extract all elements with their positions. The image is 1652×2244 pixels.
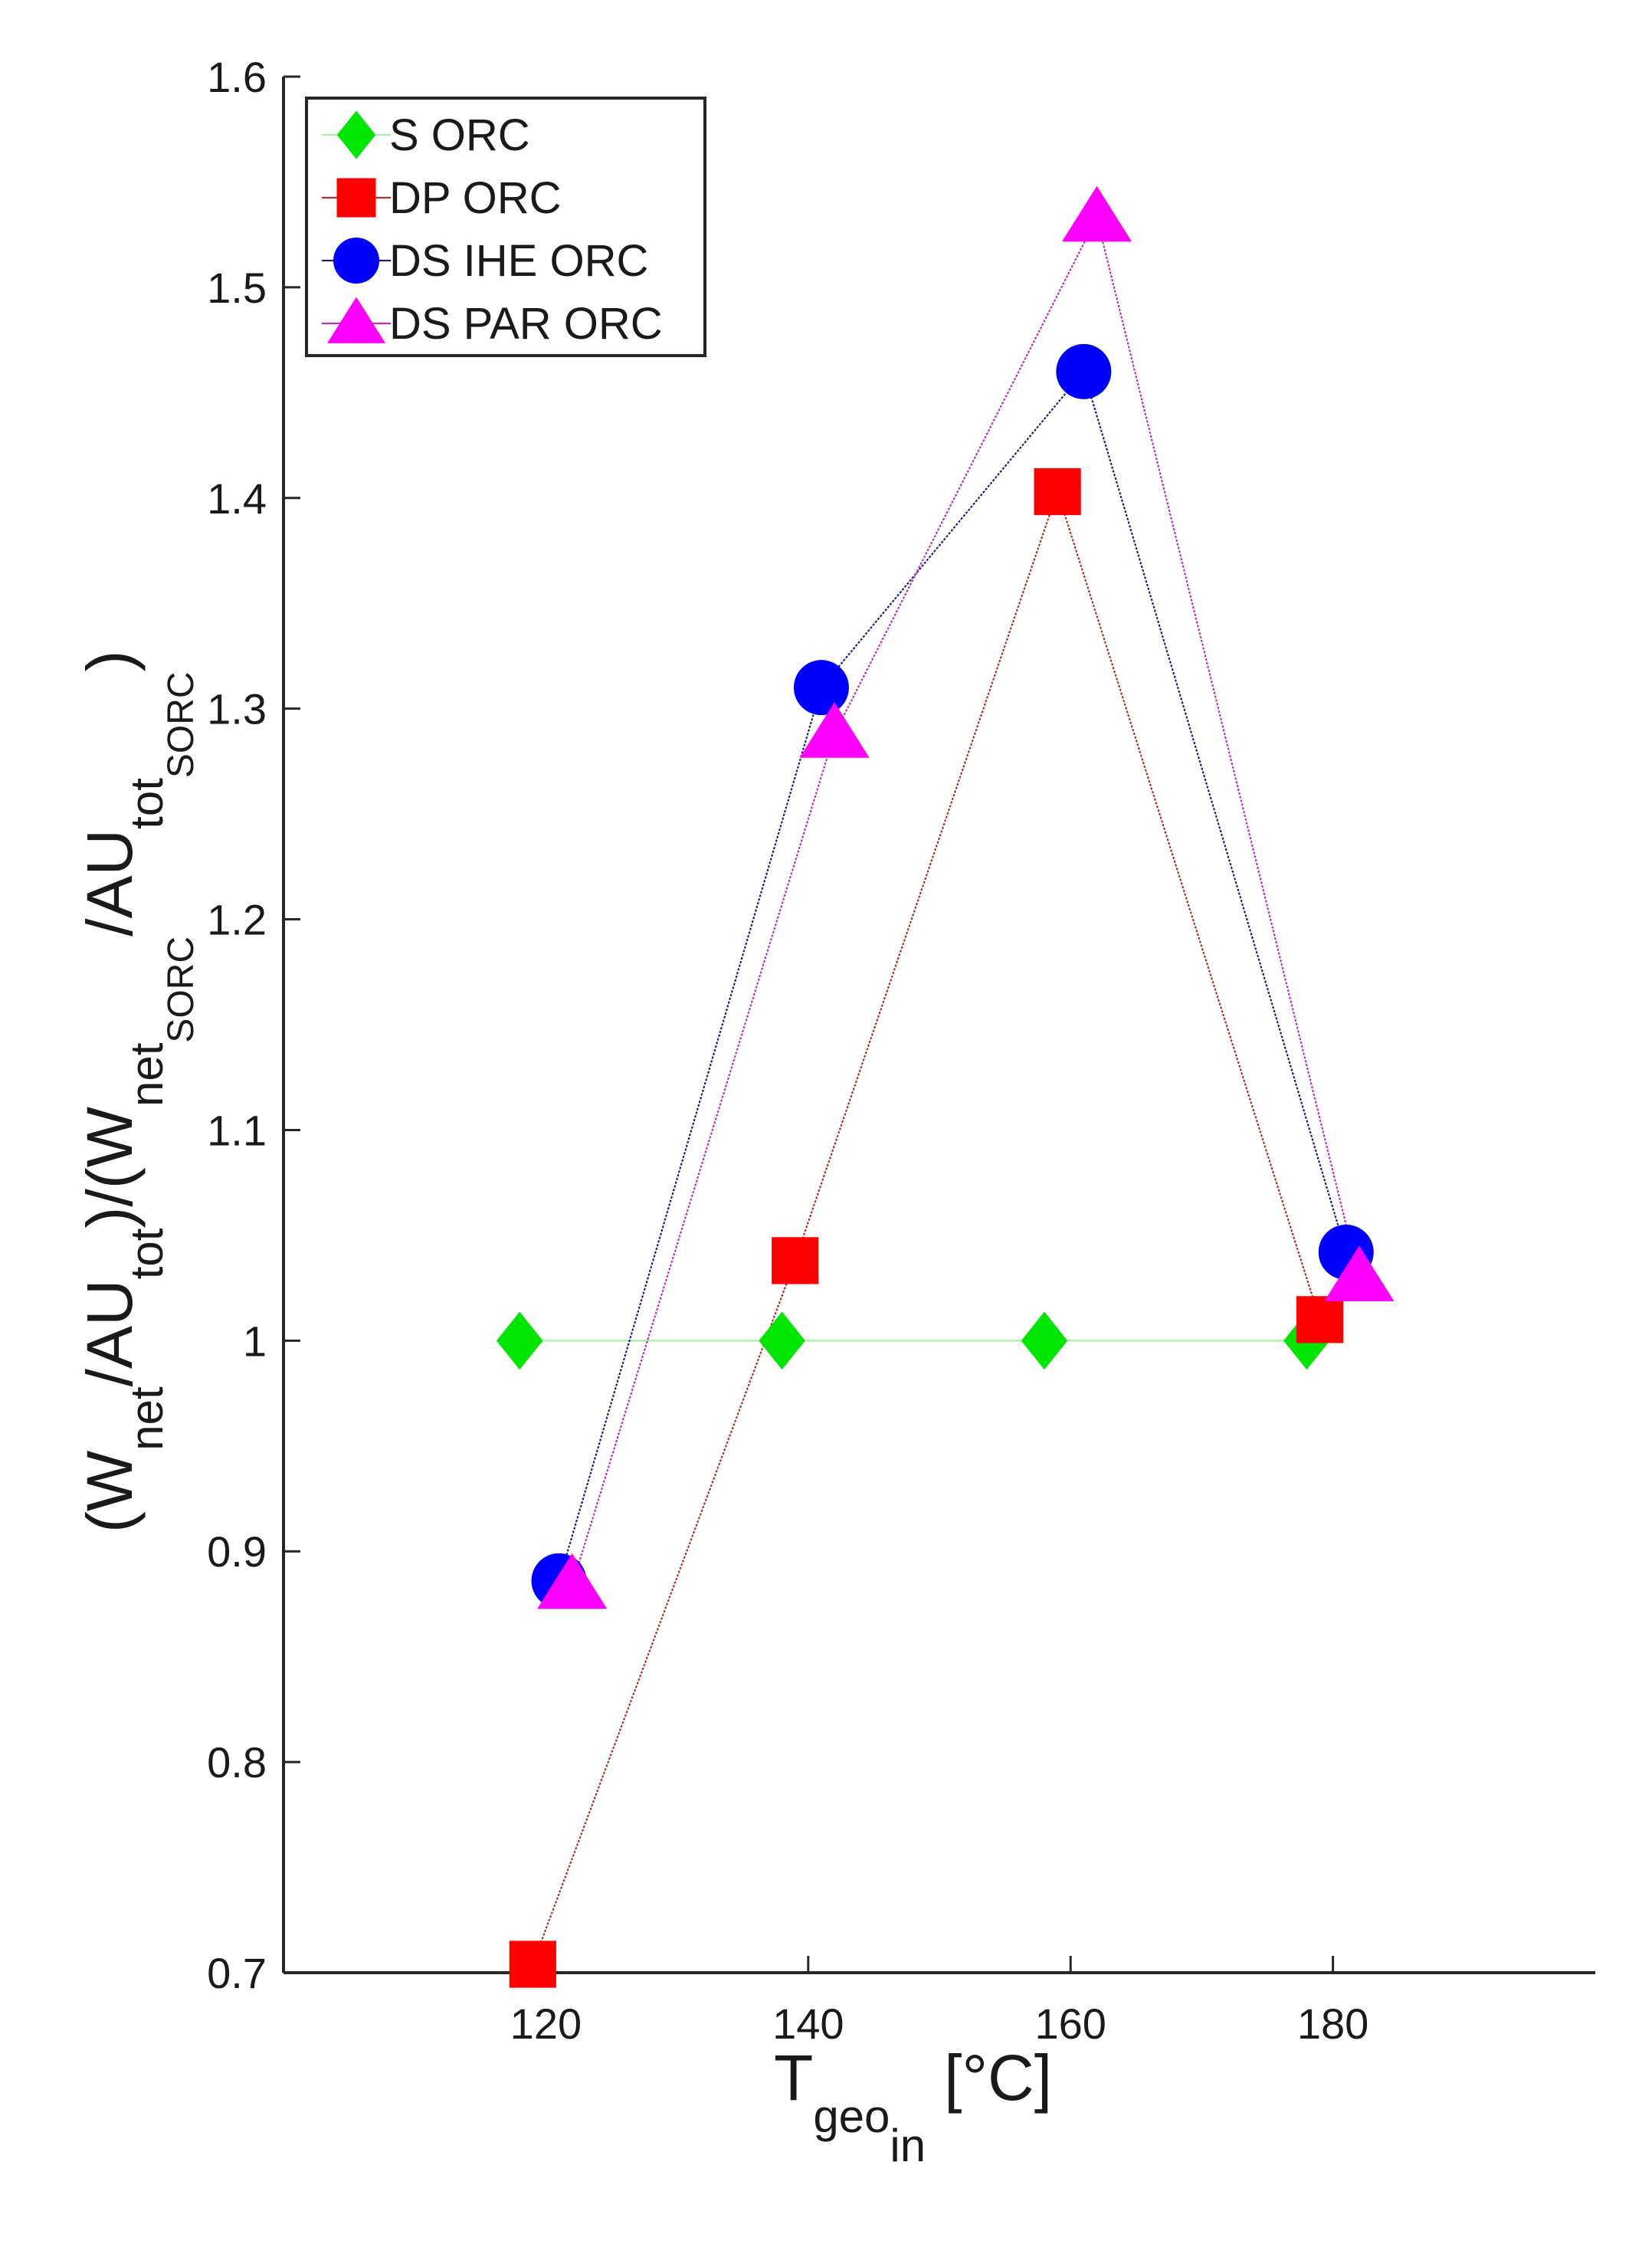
series-line-dp-orc [532, 489, 1321, 1965]
data-point-dp-orc [1296, 1296, 1344, 1343]
legend-label-dp-orc: DP ORC [389, 173, 562, 223]
x-tick-label: 120 [510, 2000, 582, 2048]
data-point-s-orc [1021, 1311, 1068, 1370]
data-point-dp-orc [509, 1941, 556, 1988]
legend-box [305, 97, 706, 357]
y-tick-label: 1.1 [207, 1106, 267, 1154]
axis-labels: Tgeoin[°C] (Wnet/AUtot)/(WnetSORC/AUtotSO… [74, 650, 1052, 2171]
data-point-ds-ihe-orc [1056, 343, 1112, 399]
legend-marker-s-orc [336, 110, 376, 159]
y-tick-label: 1.4 [207, 474, 267, 523]
legend-marker-ds-par-orc [327, 297, 385, 343]
series-line-ds-par-orc [571, 215, 1360, 1586]
legend-marker-dp-orc [336, 178, 376, 218]
data-point-dp-orc [772, 1237, 819, 1284]
x-tick-label: 180 [1297, 2000, 1368, 2048]
series-markers [496, 185, 1395, 1988]
x-tick-label: 160 [1034, 2000, 1106, 2048]
x-axis-label: Tgeoin[°C] [774, 2042, 1052, 2171]
y-tick-label: 0.9 [207, 1527, 267, 1576]
y-axis-label: (Wnet/AUtot)/(WnetSORC/AUtotSORC) [74, 650, 202, 1533]
data-point-s-orc [759, 1311, 805, 1370]
data-point-ds-par-orc [1324, 1245, 1395, 1301]
legend-label-ds-par-orc: DS PAR ORC [389, 299, 663, 349]
data-point-ds-par-orc [537, 1553, 608, 1609]
series-line-ds-ihe-orc [558, 369, 1347, 1582]
data-point-ds-ihe-orc [793, 660, 849, 716]
legend-label-s-orc: S ORC [389, 110, 530, 160]
x-tick-label: 140 [772, 2000, 844, 2048]
legend-marker-ds-ihe-orc [333, 238, 379, 284]
y-tick-label: 1.5 [207, 264, 267, 312]
legend: S ORC DP ORC DS IHE ORC DS PAR ORC [305, 97, 706, 357]
legend-label-ds-ihe-orc: DS IHE ORC [389, 236, 648, 286]
y-tick-label: 0.7 [207, 1949, 267, 1997]
y-tick-label: 1.3 [207, 685, 267, 733]
data-point-ds-par-orc [1061, 185, 1132, 242]
series-lines [520, 215, 1360, 1965]
y-tick-label: 0.8 [207, 1738, 267, 1786]
data-point-s-orc [496, 1311, 543, 1370]
axes: 120 140 160 180 0.7 0.8 0.9 1 1.1 1.2 1.3 1.4 1.5 1.6 [207, 53, 1595, 2048]
data-point-ds-par-orc [799, 702, 870, 758]
y-tick-label: 1 [243, 1317, 267, 1365]
y-tick-label: 1.2 [207, 896, 267, 944]
y-tick-label: 1.6 [207, 53, 267, 101]
data-point-dp-orc [1034, 468, 1081, 516]
